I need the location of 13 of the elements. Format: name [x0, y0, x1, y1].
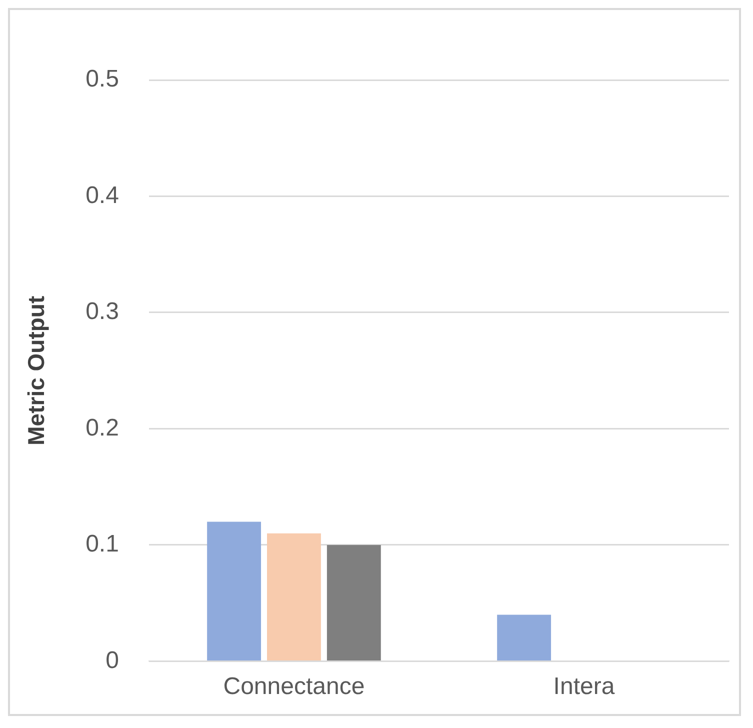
y-tick-label: 0.4 [86, 182, 119, 209]
y-axis-title: Metric Output [23, 296, 50, 446]
y-tick-label: 0.2 [86, 414, 119, 442]
y-tick-label: 0 [106, 646, 119, 674]
y-tick-label: 0.5 [86, 66, 119, 93]
bar [497, 614, 552, 660]
bar [207, 522, 262, 660]
bar [326, 544, 381, 660]
bar [267, 533, 321, 660]
x-tick-label: Intera [553, 673, 616, 700]
y-tick-label: 0.3 [86, 298, 119, 326]
x-tick-label: Connectance [223, 673, 365, 700]
y-tick-label: 0.1 [86, 530, 119, 558]
